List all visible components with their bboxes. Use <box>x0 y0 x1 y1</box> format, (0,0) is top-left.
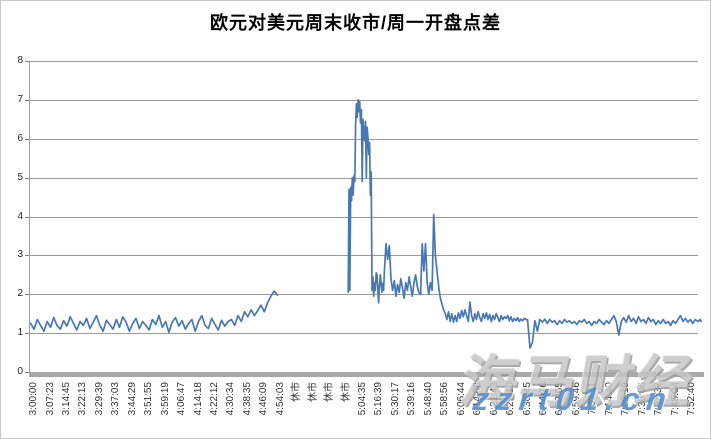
gridline <box>30 216 698 218</box>
y-axis-line <box>29 61 30 377</box>
y-tick-label: 7 <box>17 93 23 105</box>
gridline <box>30 255 698 257</box>
x-tick-label: 4:06:47 <box>176 382 187 416</box>
y-tick-label: 1 <box>17 327 23 339</box>
x-tick-label: 5:16:39 <box>373 382 385 416</box>
x-tick-label: 4:30:34 <box>225 382 237 416</box>
y-axis-tick <box>25 255 29 257</box>
watermark-site: zzrt01.cn <box>471 381 675 417</box>
x-tick-label: 休市 <box>324 382 336 402</box>
spread-line-svg <box>29 99 702 349</box>
spread-line <box>347 99 702 349</box>
y-tick-label: 5 <box>17 171 23 183</box>
spread-line <box>29 290 279 334</box>
x-tick-label: 5:39:16 <box>406 382 418 416</box>
x-tick-label: 3:22:13 <box>77 382 89 416</box>
x-tick-label: 4:22:12 <box>208 382 220 416</box>
y-axis-tick <box>25 333 29 335</box>
x-tick-label: 3:29:39 <box>93 382 105 416</box>
x-tick-label: 3:00:00 <box>28 382 39 416</box>
y-tick-label: 2 <box>17 288 23 300</box>
x-tick-label: 4:54:03 <box>274 382 286 416</box>
x-tick-label: 休市 <box>340 382 352 402</box>
x-tick-label: 5:30:17 <box>389 382 401 416</box>
gridline <box>30 99 698 101</box>
x-tick-label: 3:51:55 <box>143 382 155 416</box>
x-tick-label: 3:37:03 <box>110 382 122 416</box>
x-tick-label: 3:07:23 <box>44 382 56 416</box>
x-tick-label: 4:38:35 <box>241 382 253 416</box>
y-tick-label: 4 <box>17 210 23 222</box>
chart-title: 欧元对美元周末收市/周一开盘点差 <box>210 13 501 33</box>
y-tick-label: 0 <box>17 366 23 377</box>
y-axis-tick <box>25 216 29 218</box>
x-axis-line <box>29 372 704 377</box>
y-axis-tick <box>25 99 29 101</box>
y-tick-label: 3 <box>17 249 23 261</box>
y-axis-tick <box>25 177 29 179</box>
y-tick-label: 6 <box>17 132 23 144</box>
gridline <box>30 61 698 62</box>
x-tick-label: 4:14:18 <box>192 382 204 416</box>
y-tick-label: 8 <box>17 55 23 66</box>
y-axis-tick <box>25 138 29 140</box>
x-tick-label: 休市 <box>291 382 303 402</box>
x-tick-label: 4:46:09 <box>258 382 270 416</box>
x-tick-label: 5:48:40 <box>422 382 434 416</box>
gridline <box>30 177 698 179</box>
x-tick-label: 3:59:19 <box>159 382 171 416</box>
y-axis-tick <box>25 61 29 62</box>
x-tick-label: 5:58:56 <box>439 382 451 416</box>
y-axis-tick <box>25 372 29 373</box>
x-tick-label: 5:04:35 <box>357 382 368 416</box>
y-axis-tick <box>25 294 29 296</box>
gridline <box>30 294 698 296</box>
x-tick-label: 休市 <box>307 382 319 402</box>
x-tick-label: 3:44:29 <box>126 382 138 416</box>
gridline <box>30 333 698 335</box>
x-tick-label: 3:14:45 <box>60 382 72 416</box>
